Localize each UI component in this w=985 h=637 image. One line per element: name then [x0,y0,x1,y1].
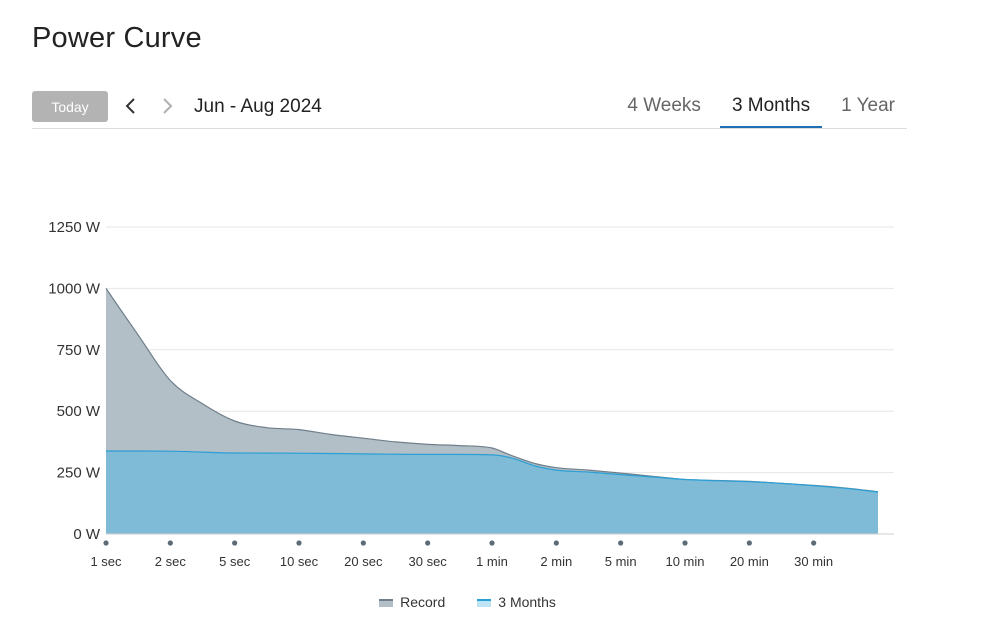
y-tick-label: 500 W [57,403,101,420]
chevron-right-icon [163,98,173,114]
x-tick-dot [296,540,302,546]
tab-4-weeks[interactable]: 4 Weeks [627,95,701,116]
x-tick-dot [232,540,238,546]
chevron-left-icon [125,98,135,114]
x-tick-dot [618,540,624,546]
legend-item-record[interactable]: Record [379,594,445,610]
x-tick-label: 30 sec [409,554,448,569]
x-tick-label: 10 sec [280,554,319,569]
x-tick-dot [553,540,559,546]
legend-item-3-months[interactable]: 3 Months [477,594,556,610]
x-tick-label: 1 sec [90,554,122,569]
page-title: Power Curve [32,22,202,54]
y-tick-label: 0 W [73,526,101,543]
x-tick-dot [167,540,173,546]
series-line-3-months [105,450,879,493]
legend-swatch-record [379,599,394,607]
chart-controls: Today Jun - Aug 2024 4 Weeks 3 Months 1 … [32,88,907,129]
today-button[interactable]: Today [32,91,108,122]
x-tick-label: 5 sec [219,554,251,569]
x-tick-label: 2 sec [155,554,187,569]
x-tick-dot [425,540,431,546]
tab-1-year[interactable]: 1 Year [841,95,895,116]
x-tick-dot [103,540,109,546]
x-tick-label: 5 min [605,554,637,569]
x-tick-dot [360,540,366,546]
x-tick-dot [489,540,495,546]
x-tick-label: 20 min [730,554,769,569]
legend-swatch-3-months [477,599,492,607]
previous-period-button[interactable] [120,94,142,118]
x-tick-label: 10 min [665,554,704,569]
x-tick-label: 2 min [540,554,572,569]
series-area-3-months [106,451,878,534]
y-tick-label: 250 W [57,465,101,482]
legend-label-record: Record [400,594,446,610]
y-tick-label: 750 W [57,342,101,359]
next-period-button[interactable] [156,94,178,118]
x-tick-dot [811,540,817,546]
y-tick-label: 1000 W [48,280,101,297]
date-range-label: Jun - Aug 2024 [194,96,322,117]
chart-legend: Record 3 Months [0,594,935,610]
x-tick-label: 30 min [794,554,833,569]
period-tabs: 4 Weeks 3 Months 1 Year [615,88,907,128]
tab-3-months[interactable]: 3 Months [719,88,823,128]
legend-label-3-months: 3 Months [498,594,556,610]
x-tick-label: 20 sec [344,554,383,569]
x-tick-label: 1 min [476,554,508,569]
x-tick-dot [682,540,688,546]
y-tick-label: 1250 W [48,219,101,236]
x-tick-dot [746,540,752,546]
